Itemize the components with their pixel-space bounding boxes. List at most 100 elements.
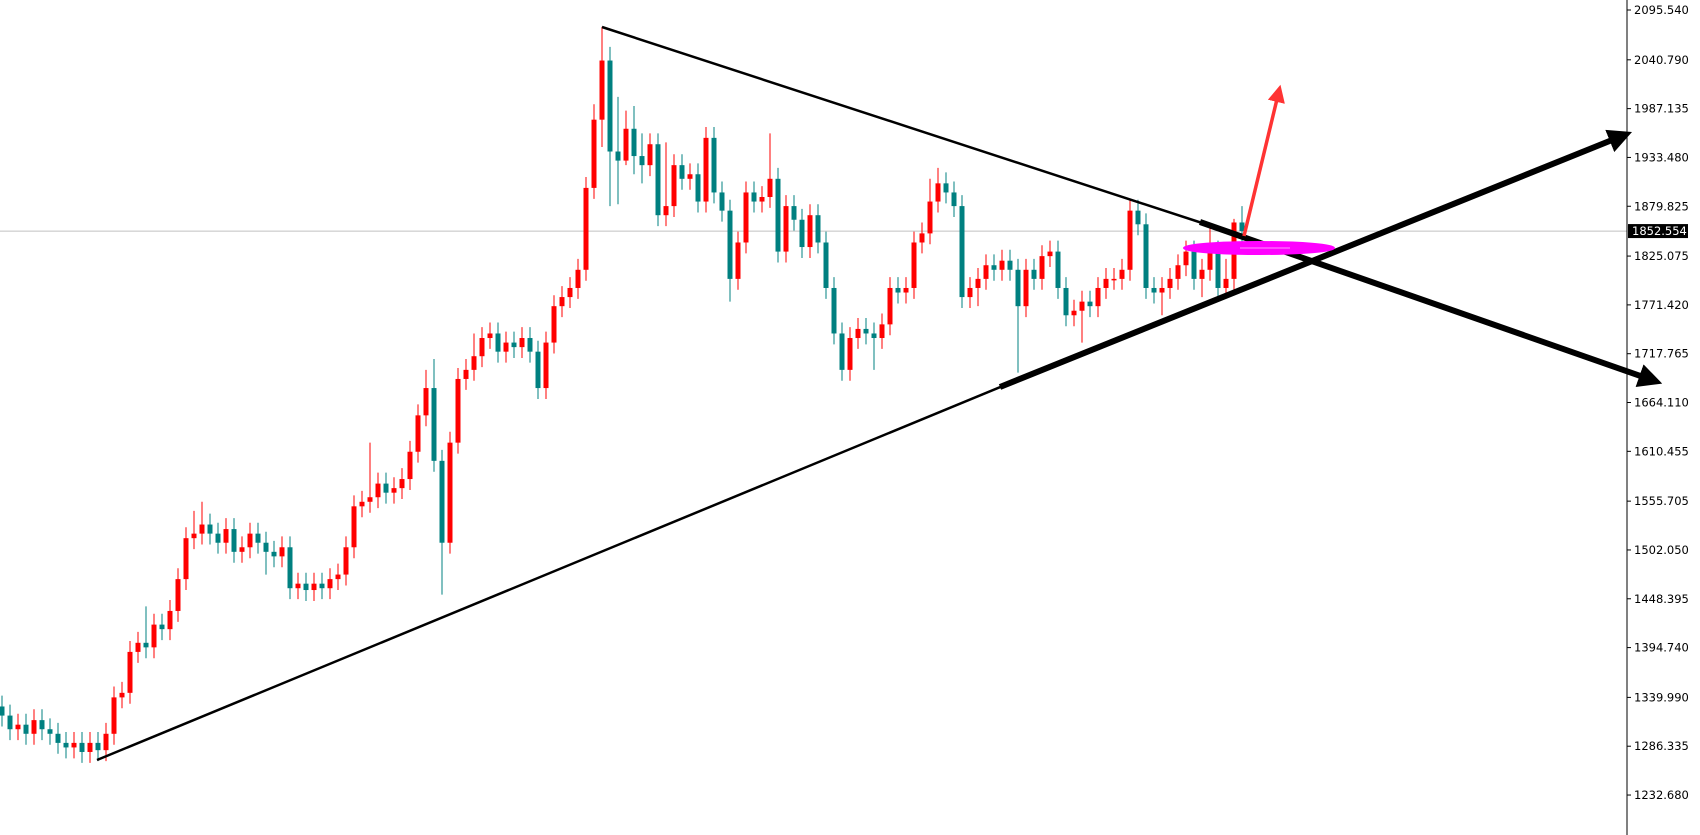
candle-body [199, 524, 205, 534]
y-tick-label: 1502.050 [1634, 543, 1689, 557]
candle [503, 331, 509, 363]
candle [1167, 267, 1173, 299]
candle-body [471, 356, 477, 370]
candle-body [7, 715, 13, 730]
candle [135, 631, 141, 663]
candle-body [559, 297, 565, 307]
candle [191, 510, 197, 550]
candle-body [407, 451, 413, 480]
candle [807, 204, 813, 258]
candle [551, 295, 557, 354]
candle-body [55, 733, 61, 743]
candle-body [1239, 222, 1245, 232]
candle-body [535, 351, 541, 389]
candle [119, 681, 125, 709]
candle [967, 277, 973, 308]
candle [263, 531, 269, 575]
y-tick-label: 1825.075 [1634, 249, 1689, 263]
candle-body [383, 483, 389, 493]
candle-body [887, 287, 893, 325]
candle-body [39, 720, 45, 730]
candle-body [679, 165, 685, 179]
candle-body [743, 192, 749, 243]
candle [271, 540, 277, 568]
candle-body [351, 506, 357, 548]
candle [511, 331, 517, 359]
candle-body [375, 483, 381, 498]
candle-body [951, 192, 957, 207]
candle [7, 704, 13, 741]
candle [383, 472, 389, 504]
candle [335, 563, 341, 591]
candle-body [359, 501, 365, 507]
candle-body [335, 574, 341, 580]
candle [663, 142, 669, 227]
candle [839, 322, 845, 381]
candle-body [1183, 251, 1189, 266]
candle-body [591, 119, 597, 188]
candle [919, 222, 925, 254]
candle-body [799, 219, 805, 248]
candle [847, 327, 853, 381]
candle-body [871, 333, 877, 339]
candle [1079, 290, 1085, 343]
candle-body [1007, 260, 1013, 270]
candle [327, 568, 333, 600]
candle [871, 322, 877, 370]
candle-body [935, 183, 941, 202]
current-price-badge [1628, 224, 1688, 239]
candle [255, 522, 261, 554]
candle [95, 731, 101, 762]
candle-body [1159, 287, 1165, 293]
candle [471, 333, 477, 381]
candle [655, 133, 661, 227]
candle [31, 709, 37, 745]
candle-body [839, 333, 845, 370]
candle-body [263, 542, 269, 552]
candle-body [759, 197, 765, 202]
candle [311, 572, 317, 601]
candle-body [95, 742, 101, 751]
candle [399, 468, 405, 500]
candle [1119, 258, 1125, 290]
candle-body [1175, 265, 1181, 279]
candle-body [831, 287, 837, 334]
candle-body [279, 547, 285, 557]
y-tick-label: 1394.740 [1634, 641, 1689, 655]
candle-body [239, 547, 245, 552]
candle [1135, 199, 1141, 236]
candle [959, 195, 965, 308]
candle-body [63, 742, 69, 748]
candle [815, 204, 821, 254]
candle-body [455, 378, 461, 443]
candle [391, 477, 397, 504]
candle [15, 713, 21, 741]
candle-body [447, 442, 453, 543]
candle-body [327, 579, 333, 589]
candle-body [463, 369, 469, 379]
candle [863, 318, 869, 345]
candle [647, 133, 653, 177]
candle [615, 96, 621, 205]
candle [991, 254, 997, 281]
candle [319, 572, 325, 600]
candle-body [1191, 251, 1197, 279]
candle-body [175, 579, 181, 611]
candle [463, 358, 469, 390]
y-tick-label: 1879.825 [1634, 199, 1689, 213]
candle [1023, 258, 1029, 318]
candle-body [111, 697, 117, 734]
candle [799, 208, 805, 258]
candle-body [223, 529, 229, 543]
candle-body [999, 260, 1005, 270]
candle [1031, 258, 1037, 290]
candle-body [207, 524, 213, 534]
y-tick-label: 1286.335 [1634, 739, 1689, 753]
candle [207, 513, 213, 545]
candle [303, 572, 309, 601]
candle [599, 26, 605, 147]
candle-body [783, 206, 789, 252]
candle-body [607, 60, 613, 152]
candle-body [79, 742, 85, 752]
candle [79, 731, 85, 763]
